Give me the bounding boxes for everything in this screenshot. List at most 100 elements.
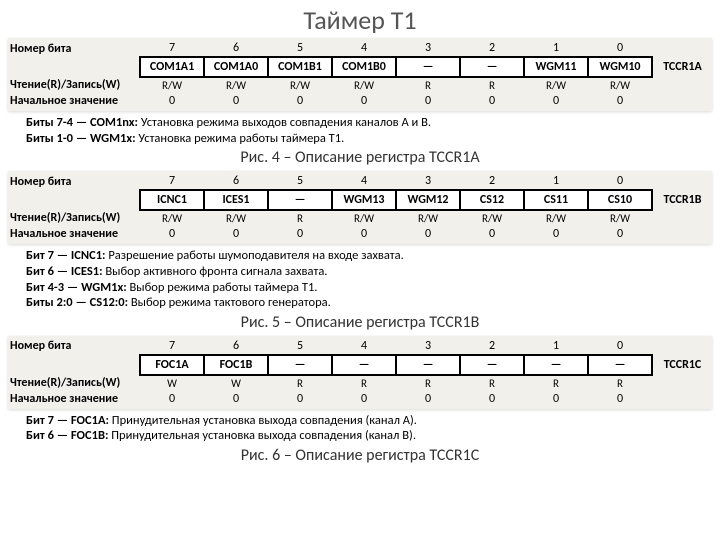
- bit-number-cell: 1: [524, 173, 588, 190]
- row-label-blank: [8, 355, 140, 375]
- rw-cell: R/W: [588, 210, 652, 226]
- rw-cell: R/W: [524, 210, 588, 226]
- bit-name-cell: —: [460, 57, 524, 77]
- bit-name-cell: —: [460, 355, 524, 375]
- register-name-cell: TCCR1B: [652, 190, 712, 210]
- description-line: Бит 7 — ICNC1: Разрешение работы шумопод…: [26, 248, 694, 264]
- rw-cell: R/W: [396, 210, 460, 226]
- bit-number-cell: 5: [268, 338, 332, 355]
- init-cell: 0: [588, 93, 652, 109]
- rw-cell: R/W: [332, 77, 396, 93]
- bit-number-cell: 4: [332, 40, 396, 57]
- rw-cell: R: [396, 375, 460, 391]
- bit-number-cell: 3: [396, 40, 460, 57]
- description-line: Биты 7-4 — COM1nx: Установка режима выхо…: [26, 115, 694, 131]
- rw-cell: R: [268, 375, 332, 391]
- description-bold: Биты 1-0 — WGM1x:: [26, 131, 136, 146]
- bit-number-cell: 6: [204, 173, 268, 190]
- description-line: Бит 4-3 — WGM1x: Выбор режима работы тай…: [26, 280, 694, 296]
- bit-name-cell: FOC1A: [140, 355, 204, 375]
- bit-name-cell: WGM12: [396, 190, 460, 210]
- blank: [652, 391, 712, 407]
- bit-name-cell: COM1A0: [204, 57, 268, 77]
- row-label-init: Начальное значение: [8, 391, 140, 407]
- row-label-init: Начальное значение: [8, 93, 140, 109]
- row-label-rw: Чтение(R)/Запись(W): [8, 375, 140, 391]
- bit-number-cell: 0: [588, 173, 652, 190]
- bit-number-cell: 5: [268, 40, 332, 57]
- register-table-strip: Номер бита76543210ICNC1ICES1—WGM13WGM12C…: [8, 171, 712, 244]
- description-text: Выбор активного фронта сигнала захвата.: [103, 264, 328, 279]
- init-cell: 0: [460, 93, 524, 109]
- description-bold: Бит 7 — ICNC1:: [26, 248, 106, 263]
- bit-number-cell: 7: [140, 40, 204, 57]
- register-name: [652, 173, 712, 190]
- register-table: Номер бита76543210FOC1AFOC1B——————TCCR1C…: [8, 338, 712, 407]
- description-line: Бит 6 — ICES1: Выбор активного фронта си…: [26, 264, 694, 280]
- bit-name-cell: WGM10: [588, 57, 652, 77]
- description-bold: Бит 6 — ICES1:: [26, 264, 103, 279]
- bit-name-cell: —: [268, 355, 332, 375]
- description-line: Биты 2:0 — CS12:0: Выбор режима тактовог…: [26, 295, 694, 311]
- row-label-bit-number: Номер бита: [8, 338, 140, 355]
- description-text: Принудительная установка выхода совпаден…: [108, 428, 416, 443]
- init-cell: 0: [332, 226, 396, 242]
- figure-caption: Рис. 6 – Описание регистра TCCR1C: [8, 446, 712, 465]
- description-text: Установка режима работы таймера T1.: [136, 131, 345, 146]
- figure-caption: Рис. 4 – Описание регистра TCCR1A: [8, 148, 712, 167]
- register-name-cell: TCCR1A: [652, 57, 712, 77]
- rw-cell: R/W: [460, 210, 524, 226]
- rw-cell: W: [140, 375, 204, 391]
- register-table: Номер бита76543210COM1A1COM1A0COM1B1COM1…: [8, 40, 712, 109]
- init-cell: 0: [588, 391, 652, 407]
- rw-cell: R: [460, 77, 524, 93]
- bit-name-cell: COM1B1: [268, 57, 332, 77]
- register-table-strip: Номер бита76543210COM1A1COM1A0COM1B1COM1…: [8, 38, 712, 111]
- figure-caption: Рис. 5 – Описание регистра TCCR1B: [8, 313, 712, 332]
- row-label-bit-number: Номер бита: [8, 173, 140, 190]
- bit-name-cell: CS12: [460, 190, 524, 210]
- rw-cell: W: [204, 375, 268, 391]
- bit-number-cell: 7: [140, 338, 204, 355]
- register-block-tccr1a: Номер бита76543210COM1A1COM1A0COM1B1COM1…: [8, 38, 712, 167]
- register-description: Бит 7 — FOC1A: Принудительная установка …: [26, 413, 694, 444]
- bit-name-cell: WGM11: [524, 57, 588, 77]
- blank: [652, 226, 712, 242]
- description-bold: Биты 7-4 — COM1nx:: [26, 115, 138, 130]
- bit-number-cell: 2: [460, 338, 524, 355]
- register-name: [652, 40, 712, 57]
- rw-cell: R/W: [204, 210, 268, 226]
- description-bold: Биты 2:0 — CS12:0:: [26, 295, 128, 310]
- bit-name-cell: CS10: [588, 190, 652, 210]
- rw-cell: R/W: [140, 210, 204, 226]
- rw-cell: R/W: [140, 77, 204, 93]
- init-cell: 0: [332, 93, 396, 109]
- rw-cell: R: [524, 375, 588, 391]
- row-label-bit-number: Номер бита: [8, 40, 140, 57]
- register-table-strip: Номер бита76543210FOC1AFOC1B——————TCCR1C…: [8, 336, 712, 409]
- bit-number-cell: 4: [332, 338, 396, 355]
- bit-name-cell: —: [588, 355, 652, 375]
- register-name-cell: TCCR1C: [652, 355, 712, 375]
- bit-name-cell: CS11: [524, 190, 588, 210]
- bit-name-cell: —: [524, 355, 588, 375]
- rw-cell: R: [588, 375, 652, 391]
- row-label-blank: [8, 57, 140, 77]
- row-label-blank: [8, 190, 140, 210]
- init-cell: 0: [204, 391, 268, 407]
- init-cell: 0: [268, 391, 332, 407]
- init-cell: 0: [524, 226, 588, 242]
- init-cell: 0: [524, 391, 588, 407]
- bit-number-cell: 0: [588, 338, 652, 355]
- description-bold: Бит 4-3 — WGM1x:: [26, 280, 127, 295]
- blank: [652, 93, 712, 109]
- rw-cell: R: [396, 77, 460, 93]
- description-line: Биты 1-0 — WGM1x: Установка режима работ…: [26, 131, 694, 147]
- description-text: Выбор режима тактового генератора.: [128, 295, 331, 310]
- bit-number-cell: 3: [396, 173, 460, 190]
- description-text: Принудительная установка выхода совпаден…: [109, 413, 417, 428]
- bit-number-cell: 5: [268, 173, 332, 190]
- rw-cell: R/W: [524, 77, 588, 93]
- bit-name-cell: ICES1: [204, 190, 268, 210]
- register-block-tccr1b: Номер бита76543210ICNC1ICES1—WGM13WGM12C…: [8, 171, 712, 332]
